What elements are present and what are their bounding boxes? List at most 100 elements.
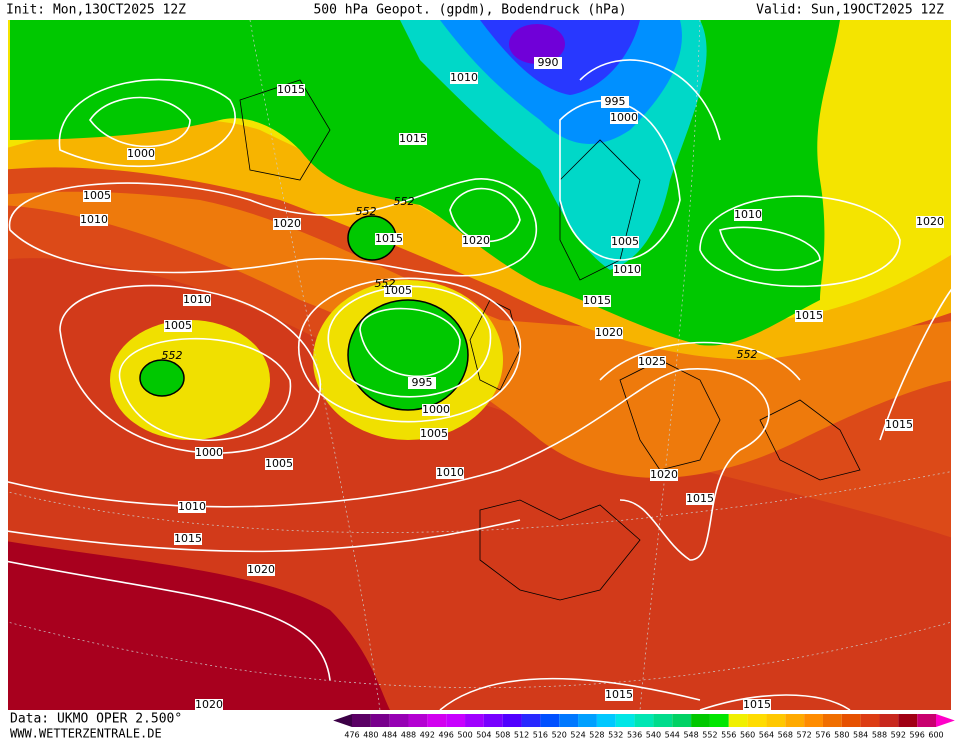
color-bar-label: 572 [796, 731, 811, 740]
isobar-label: 1015 [743, 698, 771, 711]
isobar-label: 1020 [195, 698, 223, 711]
isobar-label: 1000 [195, 446, 223, 459]
color-bar-box [559, 714, 579, 727]
color-bar-box [408, 714, 428, 727]
isobar-label: 1005 [384, 284, 412, 297]
color-bar-box [578, 714, 597, 727]
color-bar-box [370, 714, 390, 727]
color-bar-box [483, 714, 503, 727]
isobar-label: 1020 [247, 563, 275, 576]
color-bar-label: 512 [514, 731, 529, 740]
isobar-label-bg [885, 419, 913, 431]
color-bar-label: 488 [401, 731, 416, 740]
color-bar-box [822, 714, 842, 727]
isobar-label: 1010 [450, 71, 478, 84]
isobar-label: 1005 [83, 189, 111, 202]
isobar-label-bg [436, 467, 464, 479]
isobar-label-bg [638, 356, 666, 368]
color-bar-label: 580 [834, 731, 849, 740]
color-bar-label: 476 [344, 731, 359, 740]
isobar-label-bg [613, 264, 641, 276]
isobar-label: 1015 [605, 688, 633, 701]
color-bar-label: 524 [570, 731, 585, 740]
isobar-label-bg [80, 214, 108, 226]
data-source: Data: UKMO OPER 2.500° [10, 712, 182, 727]
color-bar-box [352, 714, 371, 727]
color-bar-label: 560 [740, 731, 755, 740]
color-bar-box [804, 714, 823, 727]
isobar-label-bg [265, 458, 293, 470]
isobar-label-bg [583, 295, 611, 307]
isobar-label: 1025 [638, 355, 666, 368]
color-bar-label: 596 [910, 731, 925, 740]
isobar-label-bg [611, 236, 639, 248]
color-bar-label: 520 [552, 731, 567, 740]
color-bar-label: 568 [778, 731, 793, 740]
isobar-label: 1010 [436, 466, 464, 479]
isobar-label-bg [408, 377, 436, 389]
isobar-label: 1015 [399, 132, 427, 145]
isobar-label-bg [601, 96, 629, 108]
isobar-label: 1020 [273, 217, 301, 230]
isobar-label-bg [795, 310, 823, 322]
color-bar-label: 492 [420, 731, 435, 740]
isobar-label: 1000 [610, 111, 638, 124]
color-bar-label: 536 [627, 731, 642, 740]
color-bar-box [747, 714, 767, 727]
footer: Data: UKMO OPER 2.500° WWW.WETTERZENTRAL… [10, 712, 182, 741]
isobar-label-bg [195, 447, 223, 459]
isobar-label-bg [686, 493, 714, 505]
isobar-label-bg [422, 404, 450, 416]
color-bar-box [540, 714, 560, 727]
isobar-label-bg [375, 233, 403, 245]
isobar-label: 995 [412, 376, 433, 389]
color-bar-box [898, 714, 918, 727]
color-bar-arrow [333, 714, 352, 727]
color-bar-label: 496 [439, 731, 454, 740]
color-bar-box [465, 714, 484, 727]
color-bar-arrow [936, 714, 955, 727]
color-bar-box [634, 714, 654, 727]
isobar-label-bg [734, 209, 762, 221]
isobar-label: 1005 [420, 427, 448, 440]
color-bar-box [860, 714, 880, 727]
isobar-label-bg [450, 72, 478, 84]
isobar-label: 1010 [734, 208, 762, 221]
isobar-label: 1020 [916, 215, 944, 228]
isobar-label-bg [83, 190, 111, 202]
isobar-label-bg [399, 133, 427, 145]
color-bar-box [728, 714, 748, 727]
isobar-label: 1010 [183, 293, 211, 306]
color-bar-box [615, 714, 635, 727]
isobar-label-bg [127, 148, 155, 160]
isobar-label: 1015 [174, 532, 202, 545]
color-bar-label: 556 [721, 731, 736, 740]
isobar-label: 1010 [613, 263, 641, 276]
isobar-label-bg [178, 501, 206, 513]
color-bar-box [879, 714, 899, 727]
isobar-label: 1020 [595, 326, 623, 339]
isobar-label: 995 [605, 95, 626, 108]
height-label: 552 [162, 349, 183, 362]
color-bar-box [709, 714, 729, 727]
height-label: 552 [356, 205, 377, 218]
color-bar-label: 508 [495, 731, 510, 740]
color-bar-label: 576 [815, 731, 830, 740]
color-bar-label: 544 [665, 731, 680, 740]
isobar-label: 1020 [462, 234, 490, 247]
isobar-label: 1000 [127, 147, 155, 160]
isobar-label-bg [595, 327, 623, 339]
color-bar-label: 592 [891, 731, 906, 740]
map-field [8, 20, 951, 710]
isobar-label: 1015 [277, 83, 305, 96]
height-label: 552 [737, 348, 758, 361]
height-label: 552 [394, 195, 415, 208]
isobar-label-bg [420, 428, 448, 440]
isobar-label: 1020 [650, 468, 678, 481]
color-bar-label: 480 [363, 731, 378, 740]
color-bar-label: 516 [533, 731, 548, 740]
color-bar-box [672, 714, 692, 727]
valid-time: Valid: Sun,19OCT2025 12Z [756, 3, 944, 18]
